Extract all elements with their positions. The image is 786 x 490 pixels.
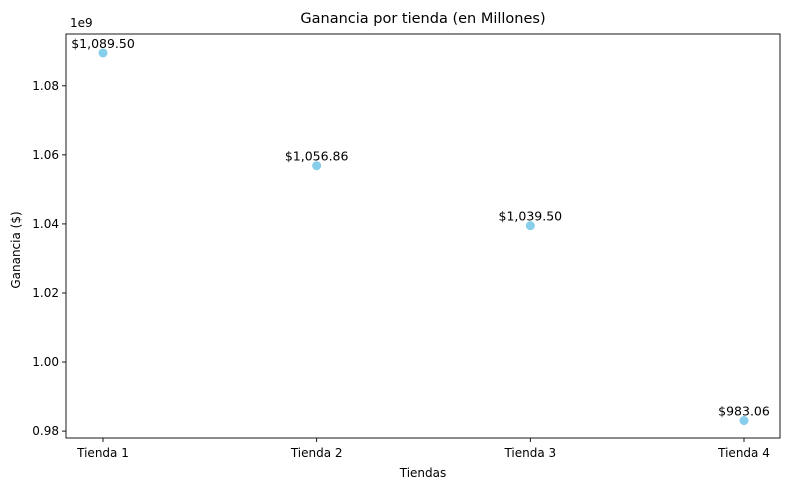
plot-frame bbox=[65, 33, 781, 439]
y-offset-text: 1e9 bbox=[70, 16, 93, 30]
x-tick-label: Tienda 1 bbox=[76, 446, 129, 460]
x-axis-label: Tiendas bbox=[399, 466, 447, 480]
data-point bbox=[312, 161, 322, 171]
y-tick-label: 0.98 bbox=[32, 424, 59, 438]
y-tick-label: 1.00 bbox=[32, 355, 59, 369]
data-point bbox=[525, 221, 535, 231]
x-tick-label: Tienda 4 bbox=[717, 446, 770, 460]
chart-title: Ganancia por tienda (en Millones) bbox=[300, 11, 545, 27]
y-axis-label: Ganancia ($) bbox=[9, 211, 23, 288]
x-tick-label: Tienda 3 bbox=[503, 446, 556, 460]
data-point bbox=[98, 48, 108, 58]
y-tick-label: 1.04 bbox=[32, 217, 59, 231]
data-label: $1,056.86 bbox=[285, 149, 349, 164]
data-label: $1,039.50 bbox=[499, 209, 563, 224]
data-point bbox=[739, 416, 749, 426]
y-tick-label: 1.08 bbox=[32, 79, 59, 93]
data-label: $983.06 bbox=[718, 404, 770, 419]
data-label: $1,089.50 bbox=[71, 36, 135, 51]
y-tick-label: 1.06 bbox=[32, 148, 59, 162]
x-tick-label: Tienda 2 bbox=[290, 446, 343, 460]
y-tick-label: 1.02 bbox=[32, 286, 59, 300]
plot-area: 0.98 1.00 1.02 1.04 1.06 1.08 Tienda 1 Tienda 2… bbox=[32, 33, 781, 460]
